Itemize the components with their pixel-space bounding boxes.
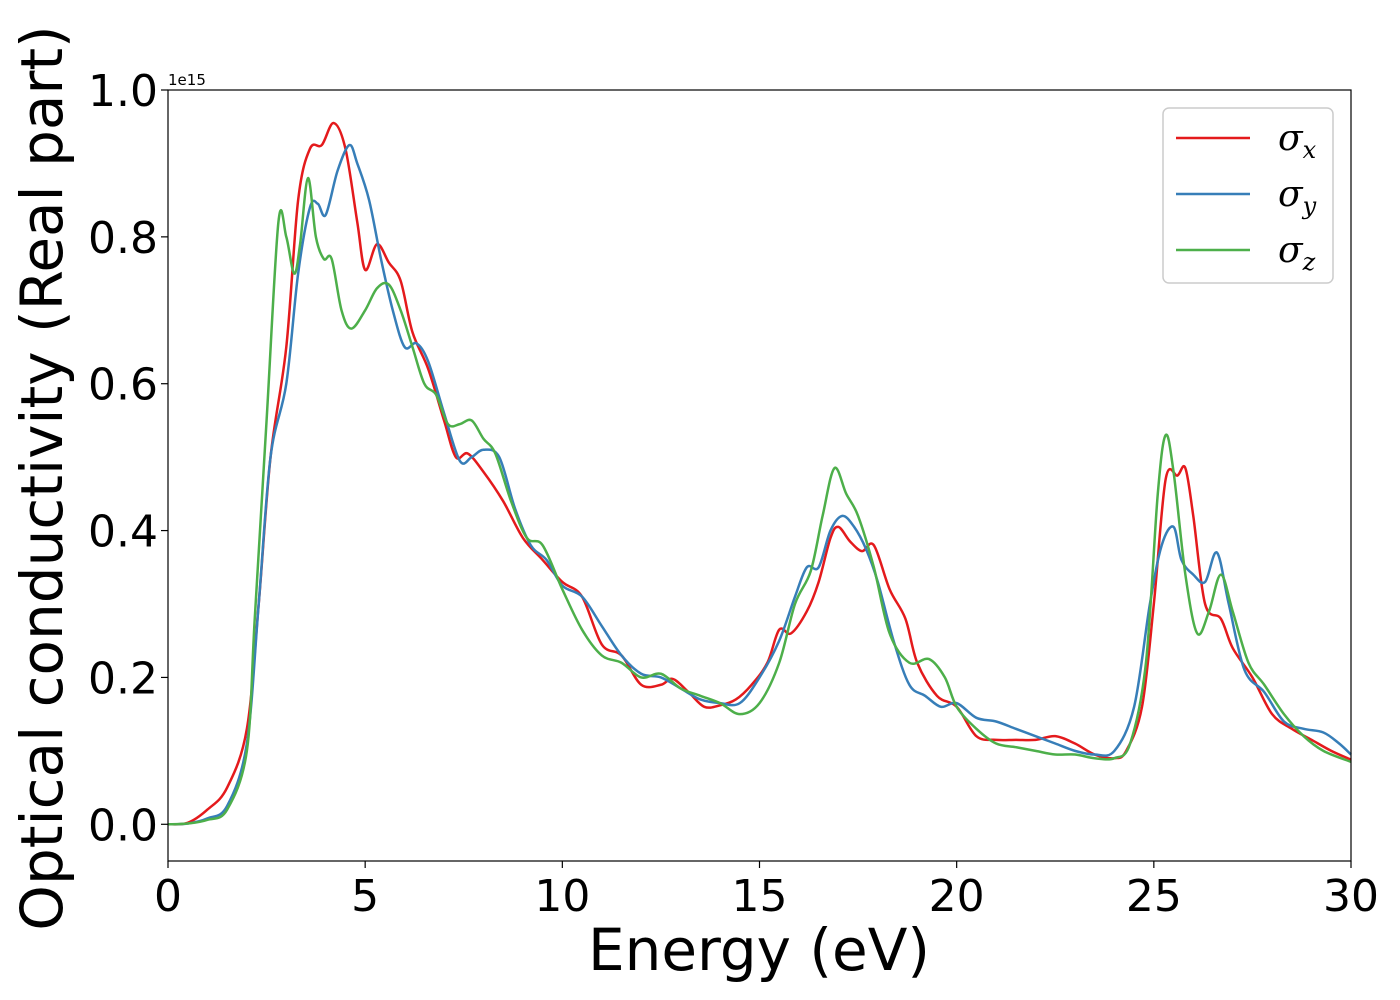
x-tick-label: 10 (534, 871, 590, 922)
y-axis-ticks: 0.0 0.2 0.4 0.6 0.8 1.0 (88, 66, 168, 851)
x-tick-label: 20 (929, 871, 985, 922)
y-tick-label: 0.6 (88, 360, 158, 411)
y-tick-label: 0.8 (88, 213, 158, 264)
series-line-y (167, 143, 1352, 826)
y-offset-label: 1e15 (168, 71, 206, 89)
series-line-z (167, 176, 1352, 826)
x-axis-title: Energy (eV) (588, 916, 930, 984)
series-line-x (167, 121, 1352, 826)
y-tick-label: 0.4 (88, 507, 158, 558)
y-tick-label: 0.2 (88, 653, 158, 704)
x-axis-ticks: 0 5 10 15 20 25 30 (154, 861, 1379, 922)
legend-box (1162, 107, 1334, 284)
y-tick-label: 1.0 (88, 66, 158, 117)
legend-label-y: σy (1278, 174, 1317, 220)
x-tick-label: 30 (1323, 871, 1379, 922)
legend: σx σy σz (1162, 107, 1334, 284)
x-tick-label: 5 (351, 871, 379, 922)
legend-label-z: σz (1278, 230, 1316, 276)
x-tick-label: 15 (732, 871, 788, 922)
series-lines (167, 121, 1352, 826)
legend-label-x: σx (1278, 118, 1317, 164)
y-axis-title: Optical conductivity (Real part) (8, 25, 76, 930)
y-tick-label: 0.0 (88, 800, 158, 851)
x-tick-label: 25 (1126, 871, 1182, 922)
plot-background (168, 90, 1351, 861)
x-tick-label: 0 (154, 871, 182, 922)
